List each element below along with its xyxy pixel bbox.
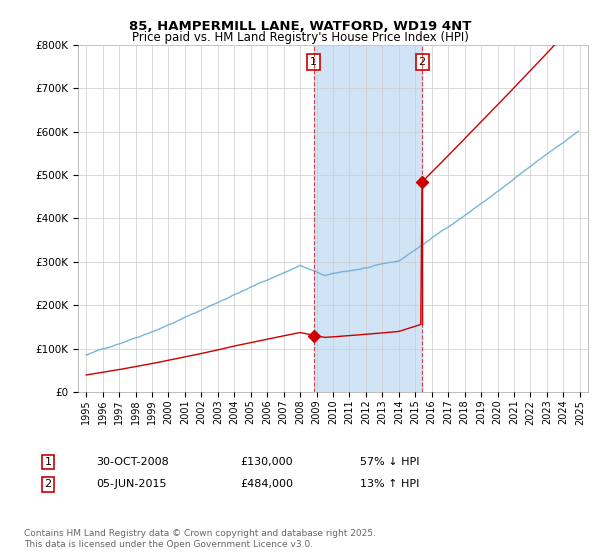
Text: 1: 1: [310, 57, 317, 67]
Text: 13% ↑ HPI: 13% ↑ HPI: [360, 479, 419, 489]
Text: Contains HM Land Registry data © Crown copyright and database right 2025.
This d: Contains HM Land Registry data © Crown c…: [24, 529, 376, 549]
Text: £484,000: £484,000: [240, 479, 293, 489]
Text: 2: 2: [44, 479, 52, 489]
Bar: [314, 45, 422, 392]
Text: 57% ↓ HPI: 57% ↓ HPI: [360, 457, 419, 467]
Text: 85, HAMPERMILL LANE, WATFORD, WD19 4NT: 85, HAMPERMILL LANE, WATFORD, WD19 4NT: [129, 20, 471, 32]
Text: 05-JUN-2015: 05-JUN-2015: [96, 479, 167, 489]
Text: 2: 2: [419, 57, 426, 67]
Text: £130,000: £130,000: [240, 457, 293, 467]
Text: 30-OCT-2008: 30-OCT-2008: [96, 457, 169, 467]
Text: 1: 1: [44, 457, 52, 467]
Text: Price paid vs. HM Land Registry's House Price Index (HPI): Price paid vs. HM Land Registry's House …: [131, 31, 469, 44]
